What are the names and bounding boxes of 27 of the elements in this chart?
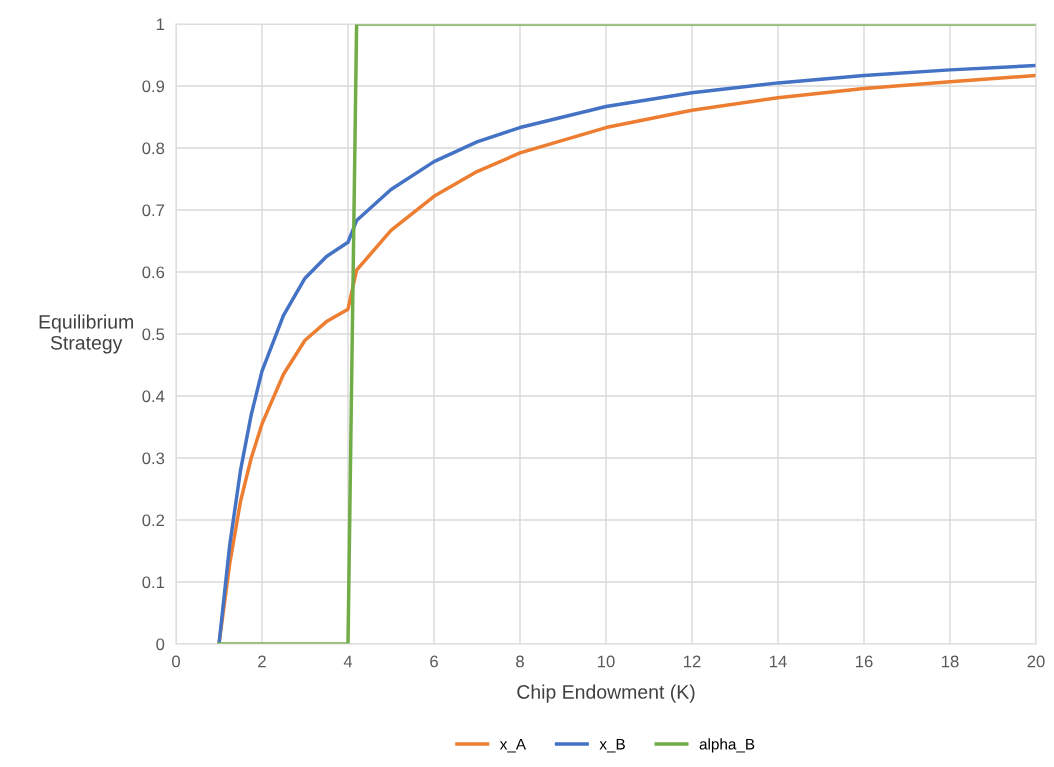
y-tick-label: 0.1 <box>142 576 165 589</box>
x-tick-label: 20 <box>1027 655 1045 668</box>
x-tick-label: 4 <box>343 655 353 668</box>
y-tick-label: 0.9 <box>142 80 165 93</box>
x-tick-label: 0 <box>172 655 180 668</box>
x-tick-label: 18 <box>942 655 959 668</box>
y-tick-label: 0.7 <box>142 204 165 217</box>
y-tick-label: 0.8 <box>142 142 165 155</box>
x-tick-label: 16 <box>856 655 873 668</box>
x-axis-title: Chip Endowment (K) <box>517 684 695 703</box>
y-tick-label: 0.2 <box>142 514 165 527</box>
x-tick-label: 8 <box>516 655 524 668</box>
x-tick-label: 12 <box>684 655 701 668</box>
y-tick-label: 0.4 <box>142 390 165 403</box>
x-tick-label: 14 <box>770 655 787 668</box>
x-tick-label: 6 <box>430 655 438 668</box>
legend-label: x_B <box>599 738 625 753</box>
y-tick-label: 0.3 <box>142 452 165 465</box>
y-tick-label: 0 <box>156 638 165 651</box>
x-tick-label: 10 <box>598 655 615 668</box>
y-tick-label: 0.5 <box>142 328 165 341</box>
y-axis-title: Equilibrium Strategy <box>39 314 133 354</box>
y-tick-label: 0.6 <box>142 266 165 279</box>
legend-label: x_A <box>499 738 526 753</box>
legend-label: alpha_B <box>699 738 755 753</box>
x-tick-label: 2 <box>258 655 266 668</box>
y-tick-label: 1 <box>156 18 165 31</box>
